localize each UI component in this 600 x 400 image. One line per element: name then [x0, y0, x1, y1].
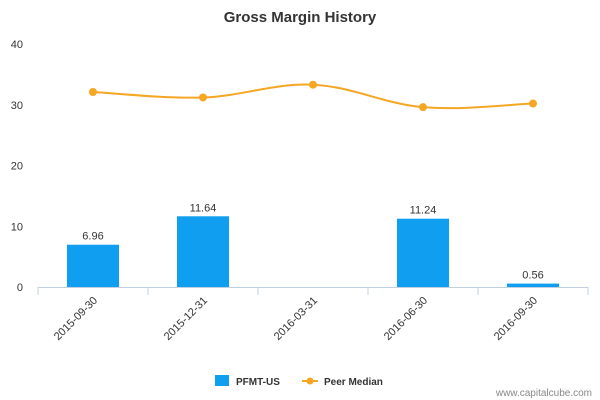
line-point [309, 80, 317, 89]
line-point [199, 93, 207, 102]
line-point [89, 87, 97, 96]
legend-swatch-marker [306, 377, 314, 385]
bar [177, 216, 229, 287]
y-tick-label: 20 [11, 161, 23, 173]
y-tick-label: 10 [11, 221, 23, 233]
x-tick-label: 2015-09-30 [52, 295, 100, 343]
line-series [89, 80, 537, 112]
x-tick-label: 2016-09-30 [492, 295, 540, 343]
watermark: www.capitalcube.com [495, 388, 592, 399]
y-axis: 0 10 20 30 40 [11, 39, 23, 294]
bar-data-label: 11.64 [190, 202, 217, 214]
y-tick-label: 40 [11, 39, 23, 51]
legend: PFMT-US Peer Median [215, 375, 383, 388]
x-tick-label: 2016-03-31 [272, 295, 320, 343]
bar [507, 283, 559, 287]
chart-title: Gross Margin History [224, 9, 377, 26]
x-axis: 2015-09-30 2015-12-31 2016-03-31 2016-06-30… [37, 287, 589, 343]
legend-label: PFMT-US [236, 377, 280, 388]
y-tick-label: 30 [11, 100, 23, 112]
x-tick-label: 2015-12-31 [162, 295, 210, 343]
y-tick-label: 0 [17, 282, 23, 294]
bar [397, 218, 449, 287]
legend-label: Peer Median [324, 377, 383, 388]
line-point [529, 99, 537, 108]
x-tick-label: 2016-06-30 [382, 295, 430, 343]
bar-data-label: 11.24 [410, 205, 437, 217]
bar-data-label: 0.56 [522, 270, 543, 282]
bar-data-label: 6.96 [82, 231, 103, 243]
bar-series: 6.96 11.64 11.24 0.56 [67, 202, 559, 287]
line-point [419, 103, 427, 112]
legend-swatch-bar [215, 375, 229, 386]
bar [67, 244, 119, 287]
